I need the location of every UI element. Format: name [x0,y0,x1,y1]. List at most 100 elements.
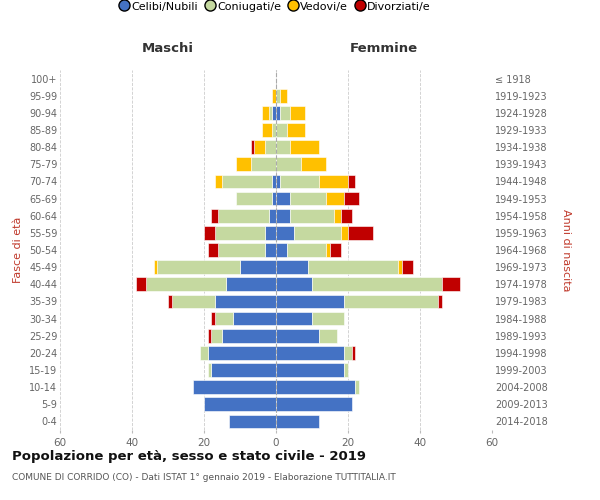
Bar [262,106,269,120]
Bar [308,260,398,274]
Bar [276,398,352,411]
Y-axis label: Anni di nascita: Anni di nascita [562,209,571,291]
Bar [208,329,211,342]
Bar [294,226,341,239]
Bar [287,123,305,137]
Bar [136,278,146,291]
Bar [154,260,157,274]
Bar [326,243,330,257]
Bar [312,312,344,326]
Bar [222,174,272,188]
Bar [236,158,251,171]
Bar [208,363,211,377]
Bar [211,363,276,377]
Bar [251,158,276,171]
Bar [341,226,348,239]
Bar [442,278,460,291]
Bar [301,158,326,171]
Y-axis label: Fasce di età: Fasce di età [13,217,23,283]
Bar [438,294,442,308]
Bar [204,398,276,411]
Bar [276,174,280,188]
Bar [218,243,265,257]
Bar [200,346,208,360]
Bar [276,226,294,239]
Bar [319,329,337,342]
Bar [290,192,326,205]
Bar [236,192,272,205]
Bar [398,260,402,274]
Bar [272,123,276,137]
Bar [280,106,290,120]
Bar [272,174,276,188]
Bar [344,294,438,308]
Bar [215,226,265,239]
Bar [218,209,269,222]
Bar [280,174,319,188]
Bar [240,260,276,274]
Bar [265,226,276,239]
Bar [290,106,305,120]
Bar [211,209,218,222]
Bar [280,89,287,102]
Bar [312,278,442,291]
Bar [334,209,341,222]
Bar [233,312,276,326]
Bar [276,414,319,428]
Bar [269,106,272,120]
Bar [272,89,276,102]
Bar [319,174,348,188]
Bar [211,329,222,342]
Bar [348,174,355,188]
Bar [402,260,413,274]
Bar [272,192,276,205]
Text: Maschi: Maschi [142,42,194,55]
Bar [276,363,344,377]
Bar [208,243,218,257]
Text: COMUNE DI CORRIDO (CO) - Dati ISTAT 1° gennaio 2019 - Elaborazione TUTTITALIA.IT: COMUNE DI CORRIDO (CO) - Dati ISTAT 1° g… [12,472,396,482]
Bar [222,329,276,342]
Bar [251,140,254,154]
Bar [276,140,290,154]
Bar [146,278,226,291]
Bar [226,278,276,291]
Bar [276,260,308,274]
Bar [276,278,312,291]
Bar [265,140,276,154]
Bar [276,89,280,102]
Bar [276,380,355,394]
Bar [276,123,287,137]
Bar [276,243,287,257]
Bar [215,294,276,308]
Bar [211,312,215,326]
Bar [157,260,240,274]
Bar [204,226,215,239]
Bar [215,312,233,326]
Bar [290,140,319,154]
Bar [276,329,319,342]
Bar [276,294,344,308]
Bar [272,106,276,120]
Bar [276,106,280,120]
Bar [287,243,326,257]
Bar [348,226,373,239]
Bar [344,346,352,360]
Bar [269,209,276,222]
Bar [208,346,276,360]
Bar [276,192,290,205]
Bar [254,140,265,154]
Bar [330,243,341,257]
Bar [344,192,359,205]
Legend: Celibi/Nubili, Coniugati/e, Vedovi/e, Divorziati/e: Celibi/Nubili, Coniugati/e, Vedovi/e, Di… [117,0,435,16]
Bar [168,294,172,308]
Bar [276,209,290,222]
Bar [344,363,348,377]
Bar [355,380,359,394]
Bar [172,294,215,308]
Text: Popolazione per età, sesso e stato civile - 2019: Popolazione per età, sesso e stato civil… [12,450,366,463]
Bar [215,174,222,188]
Bar [276,312,312,326]
Bar [352,346,355,360]
Bar [229,414,276,428]
Bar [276,158,301,171]
